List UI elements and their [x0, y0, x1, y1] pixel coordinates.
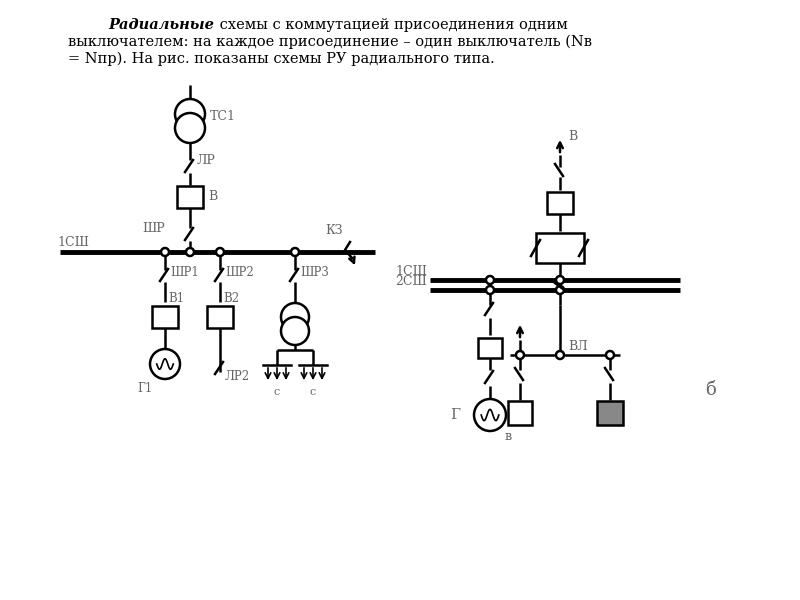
Circle shape — [606, 351, 614, 359]
Text: Г: Г — [450, 408, 460, 422]
Circle shape — [281, 317, 309, 345]
Circle shape — [556, 351, 564, 359]
Circle shape — [161, 248, 169, 256]
Text: с: с — [274, 387, 280, 397]
Circle shape — [556, 286, 564, 294]
Text: Г1: Г1 — [137, 382, 152, 395]
Bar — [508, 401, 532, 425]
Circle shape — [556, 276, 564, 284]
Bar — [547, 192, 573, 214]
Circle shape — [175, 99, 205, 129]
Circle shape — [474, 399, 506, 431]
Text: схемы с коммутацией присоединения одним: схемы с коммутацией присоединения одним — [215, 18, 568, 32]
Text: ШР: ШР — [142, 221, 165, 235]
Text: ШР3: ШР3 — [300, 266, 329, 279]
Circle shape — [486, 286, 494, 294]
Circle shape — [175, 113, 205, 143]
Text: б: б — [705, 381, 715, 399]
Text: 2СШ: 2СШ — [395, 275, 427, 288]
Text: ШР2: ШР2 — [225, 266, 254, 279]
Text: ШР1: ШР1 — [170, 266, 198, 279]
Text: В: В — [568, 130, 578, 143]
Text: Радиальные: Радиальные — [108, 18, 214, 32]
Circle shape — [186, 248, 194, 256]
Text: ЛР: ЛР — [197, 154, 216, 167]
Circle shape — [486, 276, 494, 284]
Text: 1СШ: 1СШ — [395, 265, 427, 278]
Bar — [207, 306, 233, 328]
Bar — [478, 338, 502, 358]
Text: В: В — [208, 191, 218, 203]
Text: КЗ: КЗ — [326, 224, 343, 237]
Text: в: в — [505, 430, 511, 443]
Text: ВЛ: ВЛ — [568, 340, 588, 353]
Text: выключателем: на каждое присоединение – один выключатель (Nв: выключателем: на каждое присоединение – … — [68, 35, 592, 49]
Bar — [536, 233, 584, 263]
Bar — [177, 186, 203, 208]
Circle shape — [516, 351, 524, 359]
Text: ТС1: ТС1 — [210, 109, 236, 122]
Text: = Nпр). На рис. показаны схемы РУ радиального типа.: = Nпр). На рис. показаны схемы РУ радиал… — [68, 52, 494, 67]
Circle shape — [281, 303, 309, 331]
Text: ЛР2: ЛР2 — [225, 370, 250, 383]
Text: В2: В2 — [223, 292, 239, 305]
Text: с: с — [310, 387, 316, 397]
Text: 1СШ: 1СШ — [57, 236, 89, 249]
Text: В1: В1 — [168, 292, 184, 305]
Bar — [152, 306, 178, 328]
Circle shape — [150, 349, 180, 379]
Circle shape — [216, 248, 224, 256]
Bar — [597, 401, 623, 425]
Circle shape — [291, 248, 299, 256]
